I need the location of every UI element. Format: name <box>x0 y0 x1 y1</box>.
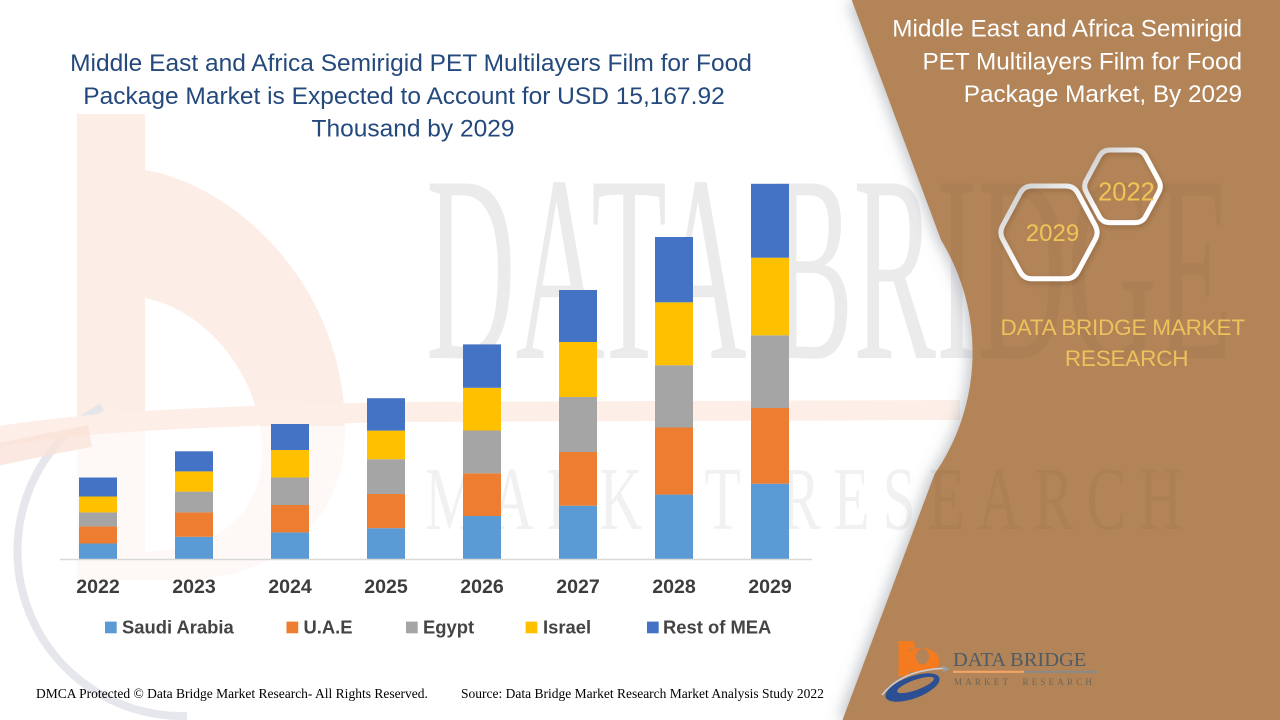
svg-text:Source: Data Bridge Market Res: Source: Data Bridge Market Research Mark… <box>461 686 824 701</box>
svg-text:DMCA Protected © Data Bridge M: DMCA Protected © Data Bridge Market Rese… <box>36 686 428 701</box>
svg-text:2025: 2025 <box>364 576 408 598</box>
svg-text:2022: 2022 <box>1098 179 1155 207</box>
svg-text:MARKET RESEARCH: MARKET RESEARCH <box>954 677 1095 687</box>
svg-text:2027: 2027 <box>556 576 600 598</box>
svg-text:2023: 2023 <box>172 576 216 598</box>
svg-text:2029: 2029 <box>1026 220 1079 247</box>
svg-text:Israel: Israel <box>543 617 591 638</box>
svg-text:2026: 2026 <box>460 576 504 598</box>
svg-text:RESEARCH: RESEARCH <box>1065 346 1188 371</box>
svg-text:DATA BRIDGE MARKET: DATA BRIDGE MARKET <box>1001 315 1246 340</box>
svg-text:Package Market is Expected to: Package Market is Expected to Account fo… <box>83 83 724 110</box>
svg-text:Egypt: Egypt <box>423 617 474 638</box>
svg-text:2024: 2024 <box>268 576 312 598</box>
svg-text:Rest of MEA: Rest of MEA <box>663 617 771 638</box>
svg-text:Package Market, By 2029: Package Market, By 2029 <box>964 81 1242 108</box>
svg-text:Middle East and Africa Semirig: Middle East and Africa Semirigid PET Mul… <box>70 50 752 77</box>
svg-text:PET Multilayers Film for Food: PET Multilayers Film for Food <box>922 48 1242 75</box>
svg-text:Thousand by 2029: Thousand by 2029 <box>312 116 515 143</box>
svg-text:2022: 2022 <box>76 576 120 598</box>
svg-text:Middle East and Africa Semirig: Middle East and Africa Semirigid <box>892 16 1242 43</box>
svg-text:Saudi Arabia: Saudi Arabia <box>122 617 235 638</box>
svg-text:DATA BRIDGE: DATA BRIDGE <box>953 649 1086 671</box>
svg-text:2029: 2029 <box>748 576 792 598</box>
svg-text:2028: 2028 <box>652 576 696 598</box>
svg-text:U.A.E: U.A.E <box>304 617 353 638</box>
